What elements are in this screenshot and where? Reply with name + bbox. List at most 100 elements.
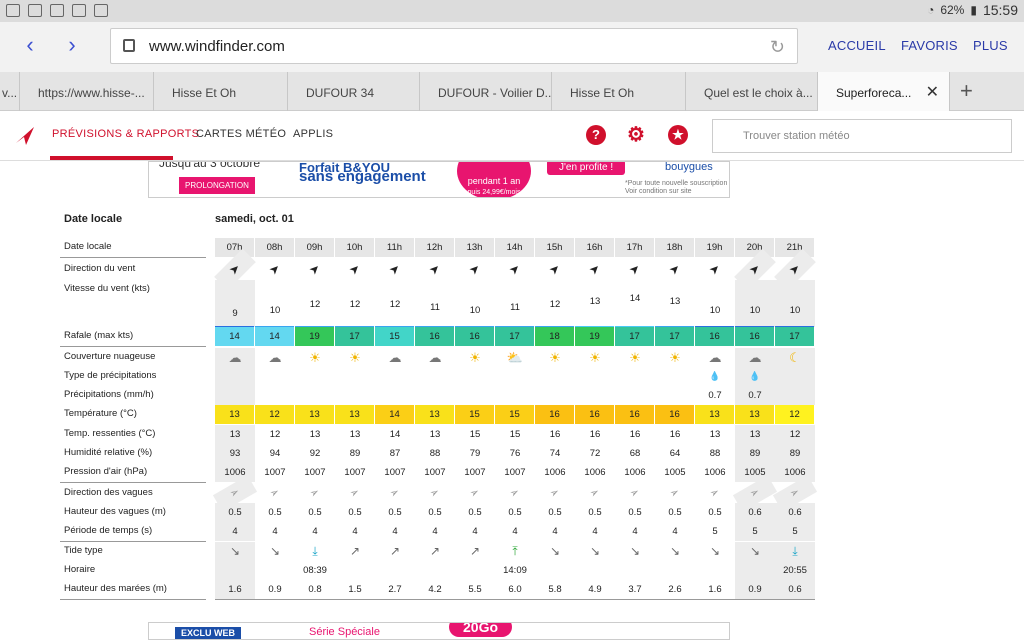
forward-icon[interactable]: ›	[68, 32, 76, 57]
new-tab-icon[interactable]: +	[960, 78, 973, 103]
cloud-cover-icon: ☀	[549, 350, 561, 365]
tab[interactable]: https://www.hisse-...	[20, 72, 154, 111]
precip-type-icon	[535, 367, 575, 386]
humidity-cell: 88	[429, 448, 441, 459]
feels-cell: 12	[269, 429, 281, 440]
nav-forecasts-reports[interactable]: PRÉVISIONS & RAPPORTS	[52, 128, 200, 140]
wave-height-cell: 0.6	[735, 503, 775, 522]
cloud-cover-icon: ☁	[708, 350, 722, 365]
tide-height-cell: 0.9	[268, 584, 282, 595]
humidity-cell: 79	[469, 448, 481, 459]
tide-icon: ↘	[589, 544, 601, 558]
feels-cell: 16	[589, 429, 601, 440]
feels-cell: 13	[215, 425, 255, 444]
tide-icon: ↘	[549, 544, 561, 558]
feels-cell: 16	[549, 429, 561, 440]
station-search-input[interactable]: Trouver station météo	[712, 119, 1012, 153]
back-icon[interactable]: ‹	[26, 32, 34, 57]
tab[interactable]: DUFOUR 34	[288, 72, 420, 111]
tide-time-cell	[335, 561, 375, 580]
wave-period-cell: 4	[672, 526, 678, 537]
precip-type-icon: 💧	[735, 367, 775, 386]
advertisement-banner-bottom[interactable]: EXCLU WEB Série Spéciale 20Go	[148, 622, 730, 640]
tide-time-cell	[535, 561, 575, 580]
feels-cell: 13	[709, 429, 721, 440]
more-link[interactable]: PLUS	[973, 38, 1008, 53]
cloud-cover-icon: ☀	[669, 350, 681, 365]
humidity-cell: 64	[669, 448, 681, 459]
gust-cell: 17	[615, 327, 655, 346]
hour-cell: 15h	[535, 238, 575, 257]
wind-speed-value: 10	[749, 305, 761, 316]
feels-cell: 13	[429, 429, 441, 440]
cloud-cover-icon: ☀	[349, 350, 361, 365]
tide-height-cell: 2.7	[388, 584, 402, 595]
feels-cell: 12	[775, 425, 815, 444]
tab[interactable]: DUFOUR - Voilier D...	[420, 72, 552, 111]
windfinder-logo-icon[interactable]	[14, 125, 36, 147]
temp-cell: 13	[415, 405, 455, 424]
gust-cell: 16	[735, 327, 775, 346]
humidity-cell: 88	[709, 448, 721, 459]
tide-height-cell: 1.6	[708, 584, 722, 595]
tide-time-cell	[615, 561, 655, 580]
nav-weather-maps[interactable]: CARTES MÉTÉO	[196, 128, 287, 140]
favorite-star-icon[interactable]: ★	[668, 125, 688, 145]
precip-type-icon	[575, 367, 615, 386]
wave-period-cell: 4	[432, 526, 438, 537]
home-link[interactable]: ACCUEIL	[828, 38, 886, 53]
precip-type-icon	[335, 367, 375, 386]
tab-active[interactable]: Superforeca... ✕	[818, 72, 950, 111]
pressure-cell: 1007	[504, 467, 526, 478]
favorites-link[interactable]: FAVORIS	[901, 38, 958, 53]
address-bar[interactable]: www.windfinder.com ↻	[110, 28, 798, 64]
cloud-cover-icon: ☁	[268, 350, 282, 365]
wave-height-cell: 0.5	[468, 507, 482, 518]
hour-cell: 11h	[375, 238, 415, 257]
wind-speed-value: 12	[309, 299, 321, 310]
pressure-cell: 1006	[544, 467, 566, 478]
precip-type-icon: 💧	[709, 371, 721, 381]
reload-icon[interactable]: ↻	[769, 37, 785, 57]
wave-height-cell: 0.5	[548, 507, 562, 518]
tab[interactable]: Hisse Et Oh	[154, 72, 288, 111]
wave-period-cell: 4	[632, 526, 638, 537]
battery-level: 62%	[940, 3, 965, 17]
wave-height-cell: 0.5	[628, 507, 642, 518]
temp-cell: 13	[695, 405, 735, 424]
tab[interactable]: Quel est le choix à...	[686, 72, 818, 111]
row-separator	[60, 346, 206, 347]
tide-time-cell: 08:39	[303, 565, 327, 576]
table-bottom-rule	[215, 599, 815, 600]
gust-cell: 19	[295, 327, 335, 346]
tide-icon: ↗	[469, 544, 481, 558]
temp-cell: 15	[495, 405, 535, 424]
advertisement-banner[interactable]: Jusqu'au 3 octobre PROLONGATION Forfait …	[148, 161, 730, 198]
nav-apps[interactable]: APPLIS	[293, 128, 334, 140]
tide-time-cell	[655, 561, 695, 580]
wave-height-cell: 0.5	[388, 507, 402, 518]
help-icon[interactable]: ?	[586, 125, 606, 145]
pressure-cell: 1005	[664, 467, 686, 478]
precip-cell	[495, 386, 535, 405]
close-tab-icon[interactable]: ✕	[925, 84, 939, 101]
gust-cell: 19	[575, 327, 615, 346]
notification-icon	[94, 4, 108, 17]
cloud-cover-icon: ☀	[629, 350, 641, 365]
tide-time-cell: 20:55	[775, 561, 815, 580]
notification-icons	[6, 4, 108, 17]
wind-speed-value: 12	[549, 299, 561, 310]
tab[interactable]: Hisse Et Oh	[552, 72, 686, 111]
precip-cell: 0.7	[708, 390, 722, 401]
tab[interactable]: v...	[0, 72, 20, 111]
clock: 15:59	[982, 2, 1018, 18]
precip-cell	[775, 386, 815, 405]
precip-type-icon	[455, 367, 495, 386]
wave-height-cell: 0.5	[588, 507, 602, 518]
gear-icon[interactable]: ⚙	[627, 124, 645, 146]
tide-height-cell: 4.9	[588, 584, 602, 595]
ad-cta-button[interactable]: J'en profite !	[547, 162, 626, 175]
tide-icon: ↘	[669, 544, 681, 558]
cloud-cover-icon: ☁	[215, 348, 255, 367]
ad-text: Jusqu'au 3 octobre	[159, 161, 261, 170]
